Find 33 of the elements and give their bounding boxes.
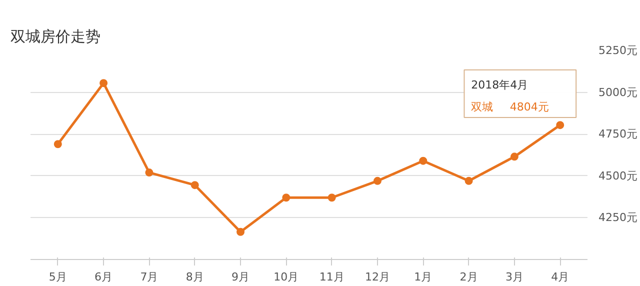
x-tick-label: 3月 (505, 270, 524, 284)
point (510, 152, 518, 161)
point (556, 121, 564, 130)
data-label: 4804元 (510, 100, 549, 114)
point (236, 228, 245, 236)
x-tick-label: 6月 (94, 270, 113, 284)
x-tick-label: 1月 (414, 270, 432, 284)
x-tick-label: 4月 (551, 270, 570, 284)
point (282, 194, 290, 202)
x-tick-label: 9月 (232, 270, 250, 284)
text: 双城 (471, 100, 494, 114)
y-tick-label: 4500元 (598, 169, 638, 182)
x-tick-label: 8月 (186, 270, 204, 284)
point (328, 194, 336, 202)
point (190, 181, 199, 190)
x-tick-label: 5月 (48, 270, 67, 284)
point (373, 176, 382, 185)
point (100, 79, 108, 88)
annotation: 2018年4月 (471, 78, 528, 92)
point (54, 140, 62, 148)
y-tick-label: 4750元 (598, 128, 638, 141)
x-tick-label: 10月 (274, 270, 299, 284)
x-tick-label: 12月 (364, 270, 390, 284)
y-tick-label: 4250元 (598, 211, 638, 224)
x-tick-label: 11月 (319, 270, 344, 284)
y-tick-label: 5000元 (598, 86, 638, 99)
point (419, 156, 428, 165)
x-tick-label: 2月 (460, 270, 478, 284)
chart-title: 双城房价走势 (10, 28, 100, 46)
x-tick-label: 7月 (140, 270, 158, 284)
point (464, 176, 473, 185)
point (145, 168, 154, 177)
y-tick-label: 5250元 (598, 44, 638, 57)
